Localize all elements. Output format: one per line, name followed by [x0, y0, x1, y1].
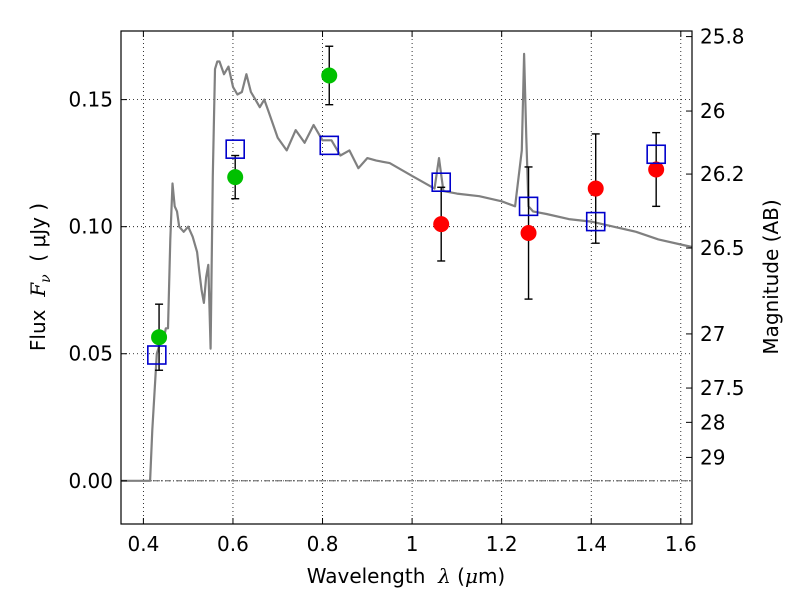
x-ticks: 0.4 0.6 0.8 1 1.2 1.4 1.6 [127, 31, 697, 556]
marker-layer [147, 67, 666, 365]
model-layer [121, 52, 693, 482]
x-tick-label: 0.4 [127, 532, 159, 556]
blue-square-marker [518, 196, 539, 217]
errorbar-layer [155, 45, 661, 371]
x-tick-label: 0.6 [217, 532, 249, 556]
blue-square-marker [225, 139, 245, 159]
y2-tick-label: 29 [700, 445, 725, 469]
blue-square-marker [646, 144, 666, 165]
y2-tick-label: 26 [700, 99, 725, 123]
blue-square-marker [147, 345, 167, 365]
plot-frame [120, 30, 693, 525]
y2-ticks: 25.8 26 26.2 26.5 27 27.5 28 29 [686, 25, 745, 469]
y-tick-label: 0.10 [68, 215, 113, 239]
y2-tick-label: 28 [700, 410, 725, 434]
blue-square-marker [431, 172, 452, 193]
x-tick-label: 1 [406, 532, 419, 556]
x-tick-label: 0.8 [307, 532, 339, 556]
svg-text:Flux Fν ( μJy ): Flux Fν ( μJy ) [26, 203, 54, 351]
circle-green-marker [227, 169, 244, 186]
y2-tick-label: 27.5 [700, 376, 745, 400]
circle-red-marker [587, 180, 604, 197]
y2-tick-label: 27 [700, 322, 725, 346]
x-tick-label: 1.2 [486, 532, 518, 556]
y2-tick-label: 26.2 [700, 162, 745, 186]
svg-text:Wavelength λ (μm): Wavelength λ (μm) [307, 564, 506, 588]
circle-green-marker [321, 67, 338, 84]
x-axis-title: Wavelength λ (μm) [307, 564, 506, 588]
circle-red-marker [520, 225, 537, 242]
circle-green-marker [151, 329, 168, 346]
model-spectrum-line [121, 52, 693, 482]
svg-text:Magnitude (AB): Magnitude (AB) [759, 199, 783, 354]
y2-axis-title: Magnitude (AB) [759, 199, 783, 354]
blue-square-marker [585, 211, 606, 232]
circle-red-marker [433, 216, 450, 233]
x-tick-label: 1.4 [575, 532, 607, 556]
y2-tick-label: 25.8 [700, 25, 745, 49]
y-ticks: 0.00 0.05 0.10 0.15 [68, 88, 127, 493]
circle-red-marker [648, 161, 665, 178]
y-tick-label: 0.00 [68, 469, 113, 493]
y-tick-label: 0.05 [68, 342, 113, 366]
blue-square-marker [319, 135, 340, 156]
y-tick-label: 0.15 [68, 88, 113, 112]
y2-tick-label: 26.5 [700, 236, 745, 260]
y-axis-title: Flux Fν ( μJy ) [26, 203, 54, 351]
x-tick-label: 1.6 [665, 532, 697, 556]
